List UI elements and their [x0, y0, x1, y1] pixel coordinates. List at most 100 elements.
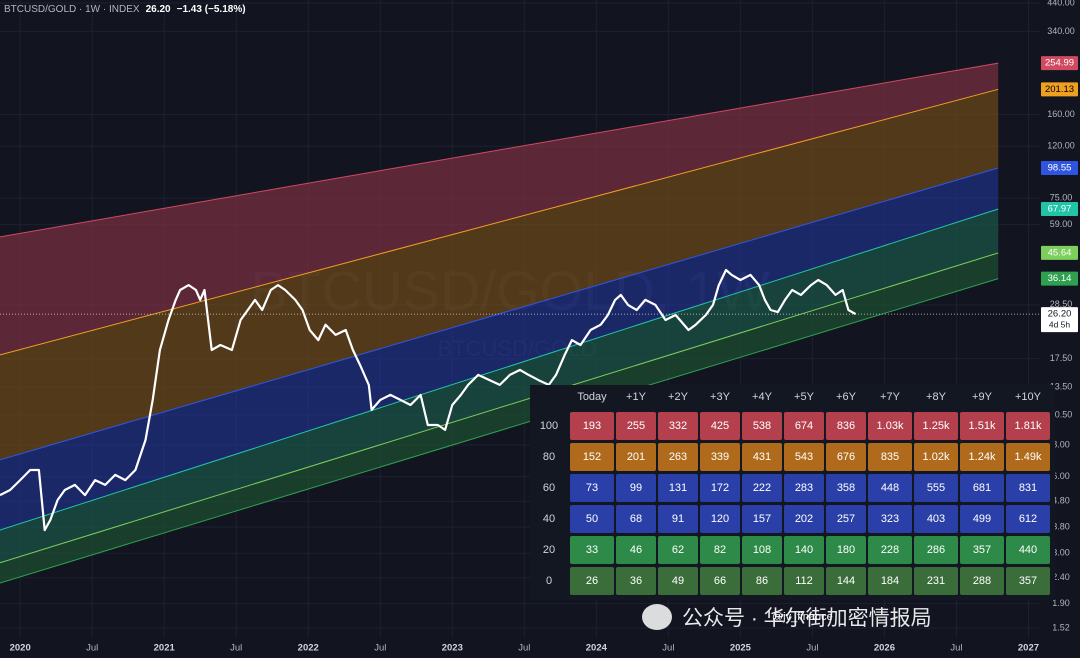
y-tick-label: 6.00 — [1052, 471, 1070, 481]
last-price-label: 26.20 — [1048, 309, 1072, 320]
table-cell: 108 — [742, 536, 782, 564]
x-tick-label: 2025 — [730, 643, 752, 654]
y-tick-label: 1.90 — [1052, 598, 1070, 608]
x-tick-label: Jul — [518, 643, 530, 654]
level-badge-label: 36.14 — [1048, 273, 1072, 284]
table-cell: 140 — [784, 536, 824, 564]
x-tick-label: 2026 — [874, 643, 895, 654]
table-corner — [530, 385, 568, 409]
x-tick-label: 2023 — [442, 643, 463, 654]
level-badge — [1041, 161, 1078, 176]
y-tick-label: 4.80 — [1052, 496, 1070, 506]
table-cell: 49 — [658, 567, 698, 595]
band-fill — [0, 252, 999, 583]
table-cell: 1.51k — [960, 412, 1004, 440]
change: −1.43 (−5.18%) — [176, 4, 246, 15]
table-cell: 440 — [1006, 536, 1050, 564]
table-cell: 1.81k — [1006, 412, 1050, 440]
countdown: 4d 5h — [1049, 319, 1071, 329]
y-tick-label: 2.40 — [1052, 572, 1070, 582]
table-cell: 50 — [570, 505, 614, 533]
level-badge-label: 45.64 — [1048, 247, 1072, 258]
band-line — [0, 88, 999, 356]
table-cell: 33 — [570, 536, 614, 564]
level-badge-label: 254.99 — [1045, 58, 1074, 69]
band-fill — [0, 208, 999, 563]
table-cell: 431 — [742, 443, 782, 471]
x-tick-label: 2022 — [298, 643, 319, 654]
table-cell: 99 — [616, 474, 656, 502]
table-cell: 193 — [570, 412, 614, 440]
column-header: +5Y — [794, 391, 814, 403]
column-header: +8Y — [926, 391, 946, 403]
y-tick-label: 17.50 — [1050, 353, 1073, 363]
price: 26.20 — [145, 4, 171, 15]
price-line — [0, 268, 857, 532]
projection-table: Today +1Y +2Y +3Y +4Y +5Y +6Y +7Y +8Y +9Y +10Y 100 1… — [530, 385, 1055, 600]
y-tick-label: 10.50 — [1050, 409, 1073, 419]
table-cell: 357 — [1006, 567, 1050, 595]
column-header: +7Y — [880, 391, 900, 403]
x-tick-label: Jul — [806, 643, 818, 654]
y-tick-label: 1.52 — [1052, 623, 1070, 633]
column-header: +4Y — [752, 391, 772, 403]
table-cell: 131 — [658, 474, 698, 502]
table-cell: 86 — [742, 567, 782, 595]
column-header: +9Y — [972, 391, 992, 403]
table-cell: 555 — [914, 474, 958, 502]
level-badge-label: 98.55 — [1048, 163, 1072, 174]
level-badge — [1041, 82, 1078, 97]
table-cell: 112 — [784, 567, 824, 595]
table-cell: 612 — [1006, 505, 1050, 533]
table-cell: 36 — [616, 567, 656, 595]
row-label: 100 — [539, 420, 559, 432]
column-header: +6Y — [836, 391, 856, 403]
table-cell: 286 — [914, 536, 958, 564]
y-tick-label: 340.00 — [1047, 26, 1075, 36]
table-cell: 538 — [742, 412, 782, 440]
table-cell: 263 — [658, 443, 698, 471]
table-cell: 499 — [960, 505, 1004, 533]
y-tick-label: 59.00 — [1050, 219, 1073, 229]
table-cell: 831 — [1006, 474, 1050, 502]
band-fill — [0, 63, 999, 355]
table-cell: 323 — [868, 505, 912, 533]
row-label: 40 — [542, 513, 556, 525]
table-cell: 1.25k — [914, 412, 958, 440]
y-tick-label: 160.00 — [1047, 109, 1075, 119]
row-label: 60 — [542, 482, 556, 494]
x-tick-label: 2021 — [154, 643, 176, 654]
x-tick-label: Jul — [86, 643, 98, 654]
table-cell: 255 — [616, 412, 656, 440]
table-cell: 184 — [868, 567, 912, 595]
table-cell: 157 — [742, 505, 782, 533]
table-cell: 91 — [658, 505, 698, 533]
level-badge-label: 67.97 — [1048, 204, 1072, 215]
handle: @jv_finance — [772, 611, 833, 623]
table-cell: 681 — [960, 474, 1004, 502]
level-badge — [1041, 245, 1078, 260]
table-cell: 1.49k — [1006, 443, 1050, 471]
table-cell: 73 — [570, 474, 614, 502]
x-tick-label: 2020 — [10, 643, 31, 654]
x-tick-label: Jul — [374, 643, 386, 654]
table-cell: 222 — [742, 474, 782, 502]
table-cell: 202 — [784, 505, 824, 533]
table-cell: 674 — [784, 412, 824, 440]
y-tick-label: 120.00 — [1047, 141, 1075, 151]
level-badge-label: 201.13 — [1045, 84, 1074, 95]
band-fill — [0, 89, 999, 460]
table-cell: 201 — [616, 443, 656, 471]
column-header: +10Y — [1015, 391, 1041, 403]
wechat-text: 公众号 · 华尔街加密情报局 — [682, 607, 932, 630]
table-cell: 332 — [658, 412, 698, 440]
table-cell: 120 — [700, 505, 740, 533]
table-cell: 357 — [960, 536, 1004, 564]
table-cell: 152 — [570, 443, 614, 471]
row-label: 20 — [542, 544, 556, 556]
symbol: BTCUSD/GOLD · 1W · INDEX — [4, 4, 140, 15]
table-cell: 180 — [826, 536, 866, 564]
table-cell: 836 — [826, 412, 866, 440]
x-tick-label: Jul — [662, 643, 674, 654]
